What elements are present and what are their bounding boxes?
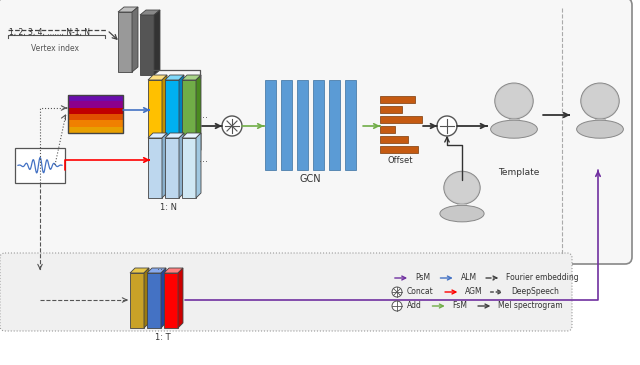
Polygon shape xyxy=(162,75,167,155)
Text: ...: ... xyxy=(198,154,207,164)
Bar xyxy=(297,80,308,170)
Circle shape xyxy=(437,116,457,136)
Text: 1: N: 1: N xyxy=(159,203,177,212)
Bar xyxy=(148,138,162,198)
Ellipse shape xyxy=(444,171,480,204)
Bar xyxy=(164,273,178,328)
Text: Concat: Concat xyxy=(407,288,434,296)
Ellipse shape xyxy=(440,205,484,222)
Bar xyxy=(68,120,123,128)
Bar xyxy=(140,15,154,75)
Ellipse shape xyxy=(445,173,479,203)
Polygon shape xyxy=(165,133,184,138)
Bar xyxy=(148,80,162,155)
Bar xyxy=(313,80,324,170)
Polygon shape xyxy=(140,10,160,15)
Polygon shape xyxy=(144,268,149,328)
Bar xyxy=(380,96,415,103)
Bar xyxy=(68,95,123,102)
Bar xyxy=(265,80,276,170)
Bar xyxy=(329,80,340,170)
Text: ...: ... xyxy=(198,110,207,120)
Polygon shape xyxy=(118,7,138,12)
Text: ...: ... xyxy=(157,262,166,272)
Text: Fourier embedding: Fourier embedding xyxy=(506,273,579,283)
Polygon shape xyxy=(182,133,201,138)
Bar xyxy=(130,273,144,328)
Text: Vertex index: Vertex index xyxy=(31,44,79,53)
Polygon shape xyxy=(162,133,167,198)
Bar xyxy=(68,108,123,115)
Text: Offset: Offset xyxy=(387,156,413,165)
Polygon shape xyxy=(179,75,184,155)
Bar xyxy=(68,114,123,121)
FancyBboxPatch shape xyxy=(0,253,572,331)
Polygon shape xyxy=(154,10,160,75)
Polygon shape xyxy=(196,75,201,155)
Bar xyxy=(457,204,467,211)
Bar xyxy=(182,138,196,198)
Polygon shape xyxy=(182,75,201,80)
Polygon shape xyxy=(165,75,184,80)
Bar xyxy=(182,80,196,155)
Bar xyxy=(380,126,395,133)
Bar xyxy=(380,106,402,113)
Bar xyxy=(147,273,161,328)
Text: AGM: AGM xyxy=(465,288,483,296)
Bar xyxy=(165,138,179,198)
Ellipse shape xyxy=(582,85,618,118)
Text: Template: Template xyxy=(498,168,540,177)
Bar xyxy=(509,119,520,126)
Polygon shape xyxy=(164,268,183,273)
Polygon shape xyxy=(161,268,166,328)
Circle shape xyxy=(392,287,402,297)
Text: 1, 2, 3, 4, ......, N-1, N: 1, 2, 3, 4, ......, N-1, N xyxy=(9,28,90,37)
Polygon shape xyxy=(147,268,166,273)
Polygon shape xyxy=(130,268,149,273)
Bar xyxy=(68,95,123,133)
Ellipse shape xyxy=(491,120,538,138)
Bar xyxy=(165,80,179,155)
Ellipse shape xyxy=(496,85,532,118)
Text: GCN: GCN xyxy=(299,174,321,184)
Text: PsM: PsM xyxy=(415,273,430,283)
Polygon shape xyxy=(148,75,167,80)
Bar xyxy=(345,80,356,170)
Bar xyxy=(68,101,123,109)
Polygon shape xyxy=(196,133,201,198)
Bar xyxy=(68,127,123,134)
Bar xyxy=(15,148,65,183)
Circle shape xyxy=(222,116,242,136)
Polygon shape xyxy=(179,133,184,198)
Circle shape xyxy=(392,301,402,311)
Text: Add: Add xyxy=(407,301,422,311)
Polygon shape xyxy=(178,268,183,328)
Ellipse shape xyxy=(580,83,620,119)
Text: Mel spectrogram: Mel spectrogram xyxy=(498,301,563,311)
Bar xyxy=(380,136,408,143)
Bar xyxy=(595,119,605,126)
Polygon shape xyxy=(132,7,138,72)
Bar xyxy=(380,116,422,123)
Bar xyxy=(380,146,418,153)
Text: DeepSpeech: DeepSpeech xyxy=(511,288,559,296)
Polygon shape xyxy=(148,133,167,138)
Bar xyxy=(118,12,132,72)
Text: ALM: ALM xyxy=(461,273,477,283)
Ellipse shape xyxy=(495,83,533,119)
FancyBboxPatch shape xyxy=(0,0,632,264)
Text: FsM: FsM xyxy=(452,301,468,311)
Bar xyxy=(281,80,292,170)
Ellipse shape xyxy=(577,120,623,138)
Text: 1: T: 1: T xyxy=(155,333,171,342)
